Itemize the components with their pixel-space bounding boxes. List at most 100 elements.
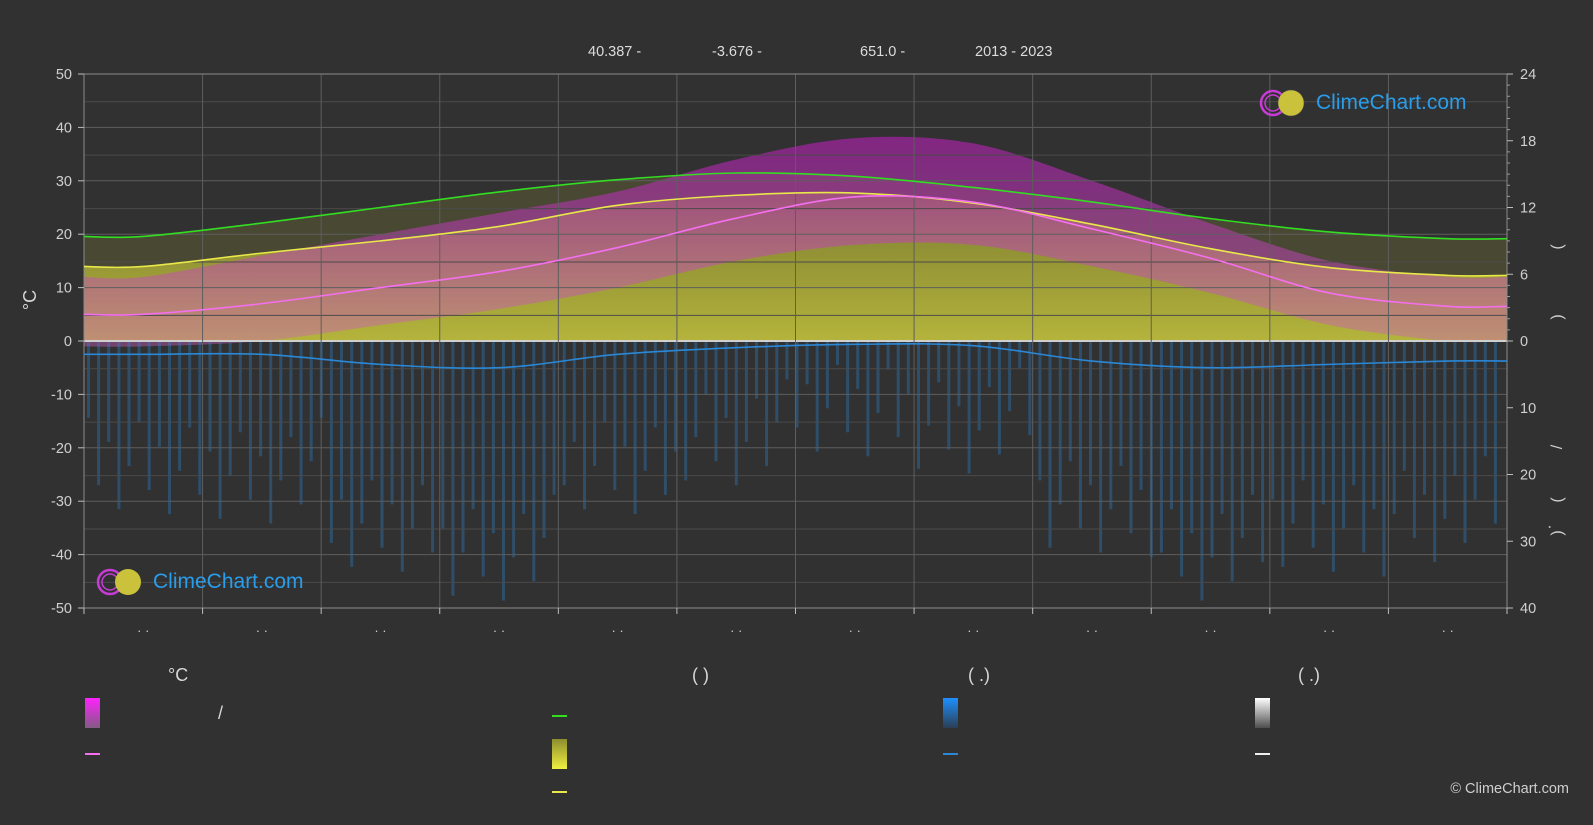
rain-bar <box>370 341 374 481</box>
x-tick-label: · · <box>374 623 386 638</box>
y-left-tick-label: -50 <box>51 601 72 617</box>
rain-bar <box>168 341 171 514</box>
rain-bar <box>137 341 141 423</box>
y-left-tick-label: -30 <box>51 494 72 510</box>
logo-top[interactable]: ClimeChart.com <box>1258 88 1467 118</box>
rain-bar <box>967 341 971 474</box>
rain-bar <box>471 341 475 510</box>
rain-bar <box>542 341 546 538</box>
rain-bar <box>410 341 414 529</box>
rain-bar <box>502 341 505 601</box>
legend-rain-heading: ( .) <box>968 665 990 685</box>
y-right-top-tick-label: 12 <box>1520 201 1536 217</box>
rain-bar <box>431 341 435 553</box>
rain-bar <box>552 341 556 495</box>
rain-bar <box>1412 341 1416 538</box>
rain-bar <box>380 341 384 548</box>
rain-bar <box>532 341 536 582</box>
chart-grid <box>83 73 1508 609</box>
rain-bar <box>684 341 688 481</box>
rain-bar <box>937 341 941 383</box>
rain-bar <box>157 341 161 447</box>
y-left-tick-label: 20 <box>56 227 72 243</box>
rain-bar <box>633 341 637 514</box>
rain-bar <box>208 341 212 452</box>
rain-bar <box>1170 341 1173 510</box>
y-right-bottom-tick-label: 10 <box>1520 401 1536 417</box>
copyright: © ClimeChart.com <box>1450 781 1569 797</box>
climechart-logo-icon <box>1259 89 1305 117</box>
y-right-bottom-tick-label: 20 <box>1520 468 1536 484</box>
x-tick-label: · · <box>1086 623 1098 638</box>
rain-bar <box>997 341 1001 455</box>
x-tick-label: · · <box>730 623 742 638</box>
rain-bar <box>481 341 485 577</box>
rain-bar <box>259 341 263 457</box>
y-left-tick-label: 40 <box>56 120 72 136</box>
legend-avg-temp-line <box>85 753 100 755</box>
rain-bar <box>846 341 850 433</box>
rain-bar <box>1311 341 1315 548</box>
rain-bar <box>572 341 576 442</box>
rain-bar <box>1402 341 1406 471</box>
rain-bar <box>421 341 424 486</box>
rain-bar <box>1382 341 1386 577</box>
rain-bar <box>896 341 900 438</box>
y-right-axis-label: ( <box>1549 244 1566 250</box>
legend-temp-range-swatch <box>85 698 100 728</box>
rain-bar <box>107 341 111 442</box>
rain-bar <box>299 341 303 505</box>
y-right-top-tick-label: 18 <box>1520 134 1536 150</box>
legend-snow-line <box>1255 753 1270 755</box>
logo-text: ClimeChart.com <box>153 570 304 593</box>
rain-bar <box>1271 341 1275 500</box>
rain-bar <box>775 341 779 423</box>
rain-bar <box>1200 341 1204 601</box>
y-left-tick-label: 10 <box>56 281 72 297</box>
rain-bar <box>1180 341 1184 577</box>
rain-bar <box>947 341 951 450</box>
logo-bottom[interactable]: ClimeChart.com <box>95 567 304 597</box>
rain-bar <box>653 341 657 428</box>
x-tick-label: · · <box>849 623 861 638</box>
y-right-top-tick-label: 0 <box>1520 334 1528 350</box>
rain-bar <box>1342 341 1346 529</box>
climechart-logo-icon <box>96 568 141 596</box>
y-left-tick-label: 0 <box>64 334 72 350</box>
legend-slash: / <box>218 703 224 723</box>
rain-bar <box>248 341 252 500</box>
rain-bar <box>1423 341 1426 495</box>
y-left-tick-label: 30 <box>56 174 72 190</box>
rain-bar <box>218 341 222 519</box>
header-period: 2013 - 2023 <box>975 44 1053 60</box>
rain-bar <box>269 341 273 524</box>
rain-bar <box>147 341 151 490</box>
y-right-axis-label: ) <box>1549 530 1566 535</box>
rain-bar <box>866 341 870 457</box>
logo-text: ClimeChart.com <box>1316 91 1467 114</box>
rain-bar <box>198 341 202 495</box>
rain-bar <box>643 341 647 471</box>
rain-bar <box>755 341 758 399</box>
rain-bar <box>906 341 910 394</box>
rain-bar <box>917 341 920 469</box>
rain-bar <box>1321 341 1325 505</box>
x-tick-label: · · <box>1204 623 1216 638</box>
avg-temperature-line <box>83 194 1508 316</box>
rain-bar <box>886 341 890 370</box>
header-elevation: 651.0 - <box>860 44 906 60</box>
sunshine-line <box>83 191 1508 277</box>
rain-bar <box>562 341 566 486</box>
rain-bar <box>1493 341 1497 524</box>
rain-bar <box>1048 341 1052 548</box>
rain-bar <box>623 341 627 447</box>
rain-bar <box>279 341 283 481</box>
rain-bar <box>1301 341 1305 481</box>
rain-bar <box>178 341 182 471</box>
rain-bar <box>583 341 586 510</box>
rain-bar <box>329 341 333 543</box>
rain-bar <box>765 341 769 466</box>
legend-daylight-line <box>552 715 567 717</box>
legend-rain-line <box>943 753 958 755</box>
